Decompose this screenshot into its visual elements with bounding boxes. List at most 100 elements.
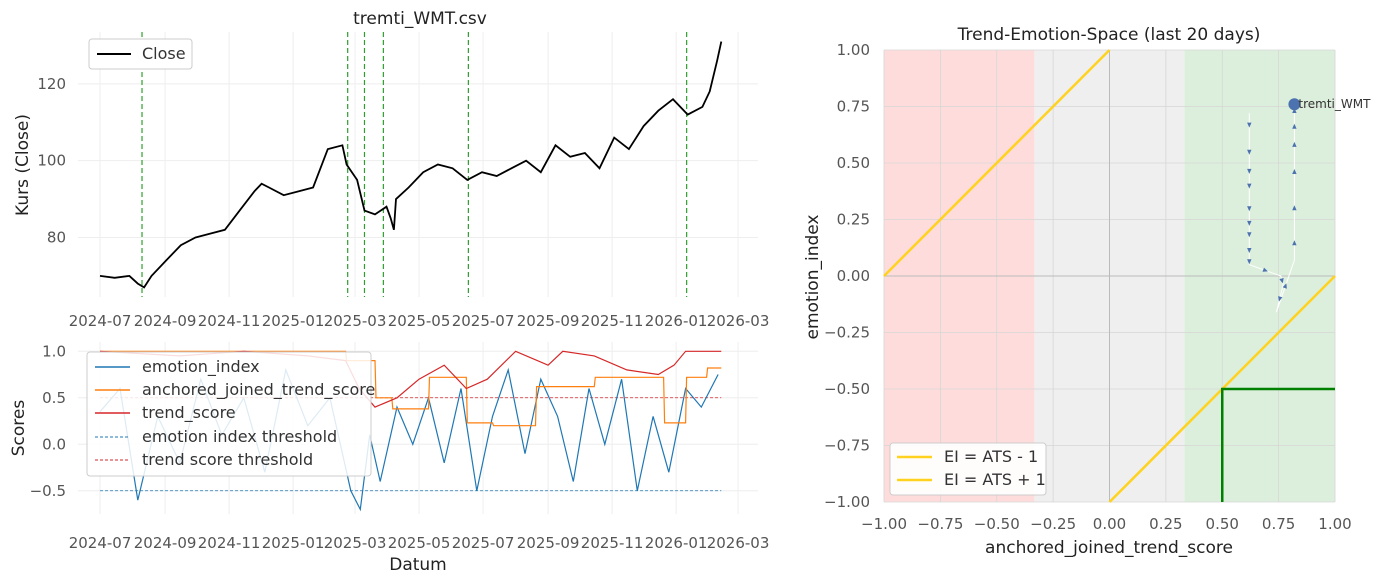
space-x-tick-label: −1.00 xyxy=(861,515,907,533)
scores-x-tick-label: 2025-03 xyxy=(324,534,387,552)
space-y-tick-labels: −1.00 −0.75 −0.50 −0.25 0.00 0.25 0.50 0.75 1.00 xyxy=(824,41,870,511)
scores-chart: −0.50.00.51.0 2024-07 2024-09 2024-11 2025-… xyxy=(9,342,769,575)
scores-x-tick-label: 2025-11 xyxy=(581,534,644,552)
scores-y-tick-label: 0.5 xyxy=(42,389,66,407)
legend-label-emotion-index: emotion_index xyxy=(142,357,260,377)
price-y-tick-label: 80 xyxy=(47,228,66,246)
space-legend: EI = ATS - 1 EI = ATS + 1 xyxy=(889,442,1047,496)
close-series-line xyxy=(99,41,723,289)
legend-label-trend-threshold: trend score threshold xyxy=(142,450,313,469)
path-arrow xyxy=(1292,123,1297,129)
price-x-tick-label: 2025-03 xyxy=(324,312,387,330)
space-x-tick-label: −0.75 xyxy=(917,515,963,533)
path-arrow xyxy=(1247,248,1252,253)
scores-legend: emotion_index anchored_joined_trend_scor… xyxy=(86,351,375,477)
space-y-tick-label: 0.50 xyxy=(837,154,870,172)
space-y-tick-label: −0.25 xyxy=(824,324,870,342)
last-point-marker xyxy=(1288,98,1301,111)
space-x-tick-label: 0.25 xyxy=(1149,515,1182,533)
path-arrow xyxy=(1282,283,1287,289)
last-20-days-path xyxy=(1247,104,1297,313)
scores-x-tick-label: 2026-03 xyxy=(707,534,770,552)
scores-x-axis-label: Datum xyxy=(389,555,447,575)
path-arrow xyxy=(1247,220,1252,226)
space-x-tick-label: −0.50 xyxy=(974,515,1020,533)
space-y-tick-label: 1.00 xyxy=(837,41,870,59)
space-y-tick-label: −1.00 xyxy=(824,493,870,511)
path-arrow xyxy=(1262,267,1268,272)
scores-y-tick-label: −0.5 xyxy=(30,482,66,500)
scores-x-tick-label: 2025-09 xyxy=(517,534,580,552)
legend-label-trend-score: trend_score xyxy=(142,403,236,423)
last-point-label: tremti_WMT xyxy=(1298,97,1371,111)
anchored-trend-series-line xyxy=(100,350,722,427)
space-x-tick-labels: −1.00 −0.75 −0.50 −0.25 0.00 0.25 0.50 0.75 1.00 xyxy=(861,515,1352,533)
price-legend-box xyxy=(88,38,193,70)
path-arrow xyxy=(1279,278,1284,284)
legend-label-emotion-threshold: emotion index threshold xyxy=(142,427,337,446)
scores-x-tick-label: 2024-09 xyxy=(134,534,197,552)
path-arrow xyxy=(1292,240,1297,246)
trend-emotion-space-chart: tremti_WMT −1.00 −0.75 −0.50 −0.25 0.00 0.25 0… xyxy=(803,25,1371,558)
scores-x-tick-labels: 2024-07 2024-09 2024-11 2025-01 2025-03 2025-… xyxy=(69,534,770,552)
price-x-tick-label: 2026-03 xyxy=(707,312,770,330)
price-x-tick-label: 2025-07 xyxy=(452,312,515,330)
price-x-tick-label: 2024-11 xyxy=(198,312,261,330)
path-arrow xyxy=(1278,296,1283,302)
price-y-tick-labels: 80 100 120 xyxy=(37,75,66,247)
price-x-tick-label: 2025-05 xyxy=(388,312,451,330)
scores-y-tick-label: 0.0 xyxy=(42,435,66,453)
scores-x-tick-label: 2026-01 xyxy=(645,534,708,552)
price-x-tick-labels: 2024-07 2024-09 2024-11 2025-01 2025-03 2025-… xyxy=(69,312,770,330)
space-x-tick-label: 0.50 xyxy=(1206,515,1239,533)
path-arrow xyxy=(1292,205,1297,211)
space-legend-label-minus: EI = ATS - 1 xyxy=(944,447,1038,466)
price-y-tick-label: 120 xyxy=(37,75,66,93)
price-plot-area xyxy=(78,32,758,297)
price-x-tick-label: 2026-01 xyxy=(645,312,708,330)
space-y-tick-label: 0.25 xyxy=(837,211,870,229)
price-x-tick-label: 2025-01 xyxy=(262,312,325,330)
path-arrow xyxy=(1247,259,1252,265)
scores-x-tick-label: 2024-07 xyxy=(69,534,132,552)
price-x-tick-label: 2024-07 xyxy=(69,312,132,330)
scores-y-tick-label: 1.0 xyxy=(42,342,66,360)
space-x-axis-label: anchored_joined_trend_score xyxy=(985,538,1233,558)
path-arrow xyxy=(1292,169,1297,174)
path-arrow xyxy=(1247,122,1252,128)
space-x-tick-label: 0.75 xyxy=(1262,515,1295,533)
price-y-tick-label: 100 xyxy=(37,152,66,170)
price-grid xyxy=(78,32,758,297)
space-y-tick-label: 0.00 xyxy=(837,267,870,285)
line-ei-ats-plus-1 xyxy=(883,49,1111,277)
space-y-tick-label: −0.50 xyxy=(824,380,870,398)
price-x-tick-label: 2024-09 xyxy=(134,312,197,330)
scores-legend-box xyxy=(86,351,372,477)
threshold-box xyxy=(1221,387,1335,502)
price-x-tick-label: 2025-11 xyxy=(581,312,644,330)
path-arrow xyxy=(1247,232,1252,238)
scores-y-tick-labels: −0.5 0.0 0.5 1.0 xyxy=(30,342,66,499)
space-x-tick-label: −0.25 xyxy=(1030,515,1076,533)
space-y-tick-label: −0.75 xyxy=(824,437,870,455)
path-arrow xyxy=(1247,168,1252,174)
price-legend: Close xyxy=(88,38,193,70)
price-x-tick-label: 2025-09 xyxy=(517,312,580,330)
price-legend-label-close: Close xyxy=(142,44,186,63)
path-arrow xyxy=(1247,149,1252,155)
space-legend-label-plus: EI = ATS + 1 xyxy=(944,470,1046,489)
scores-x-tick-label: 2025-01 xyxy=(262,534,325,552)
space-chart-title: Trend-Emotion-Space (last 20 days) xyxy=(957,25,1261,45)
path-arrow xyxy=(1247,183,1252,189)
scores-x-tick-label: 2025-07 xyxy=(452,534,515,552)
scores-x-tick-label: 2025-05 xyxy=(388,534,451,552)
space-x-tick-label: 1.00 xyxy=(1318,515,1351,533)
legend-label-anchored-trend: anchored_joined_trend_score xyxy=(142,380,375,400)
path-arrow xyxy=(1292,108,1297,113)
path-arrow xyxy=(1292,141,1297,147)
path-arrow xyxy=(1247,206,1252,212)
scores-x-tick-label: 2024-11 xyxy=(198,534,261,552)
space-y-axis-label: emotion_index xyxy=(803,215,823,340)
